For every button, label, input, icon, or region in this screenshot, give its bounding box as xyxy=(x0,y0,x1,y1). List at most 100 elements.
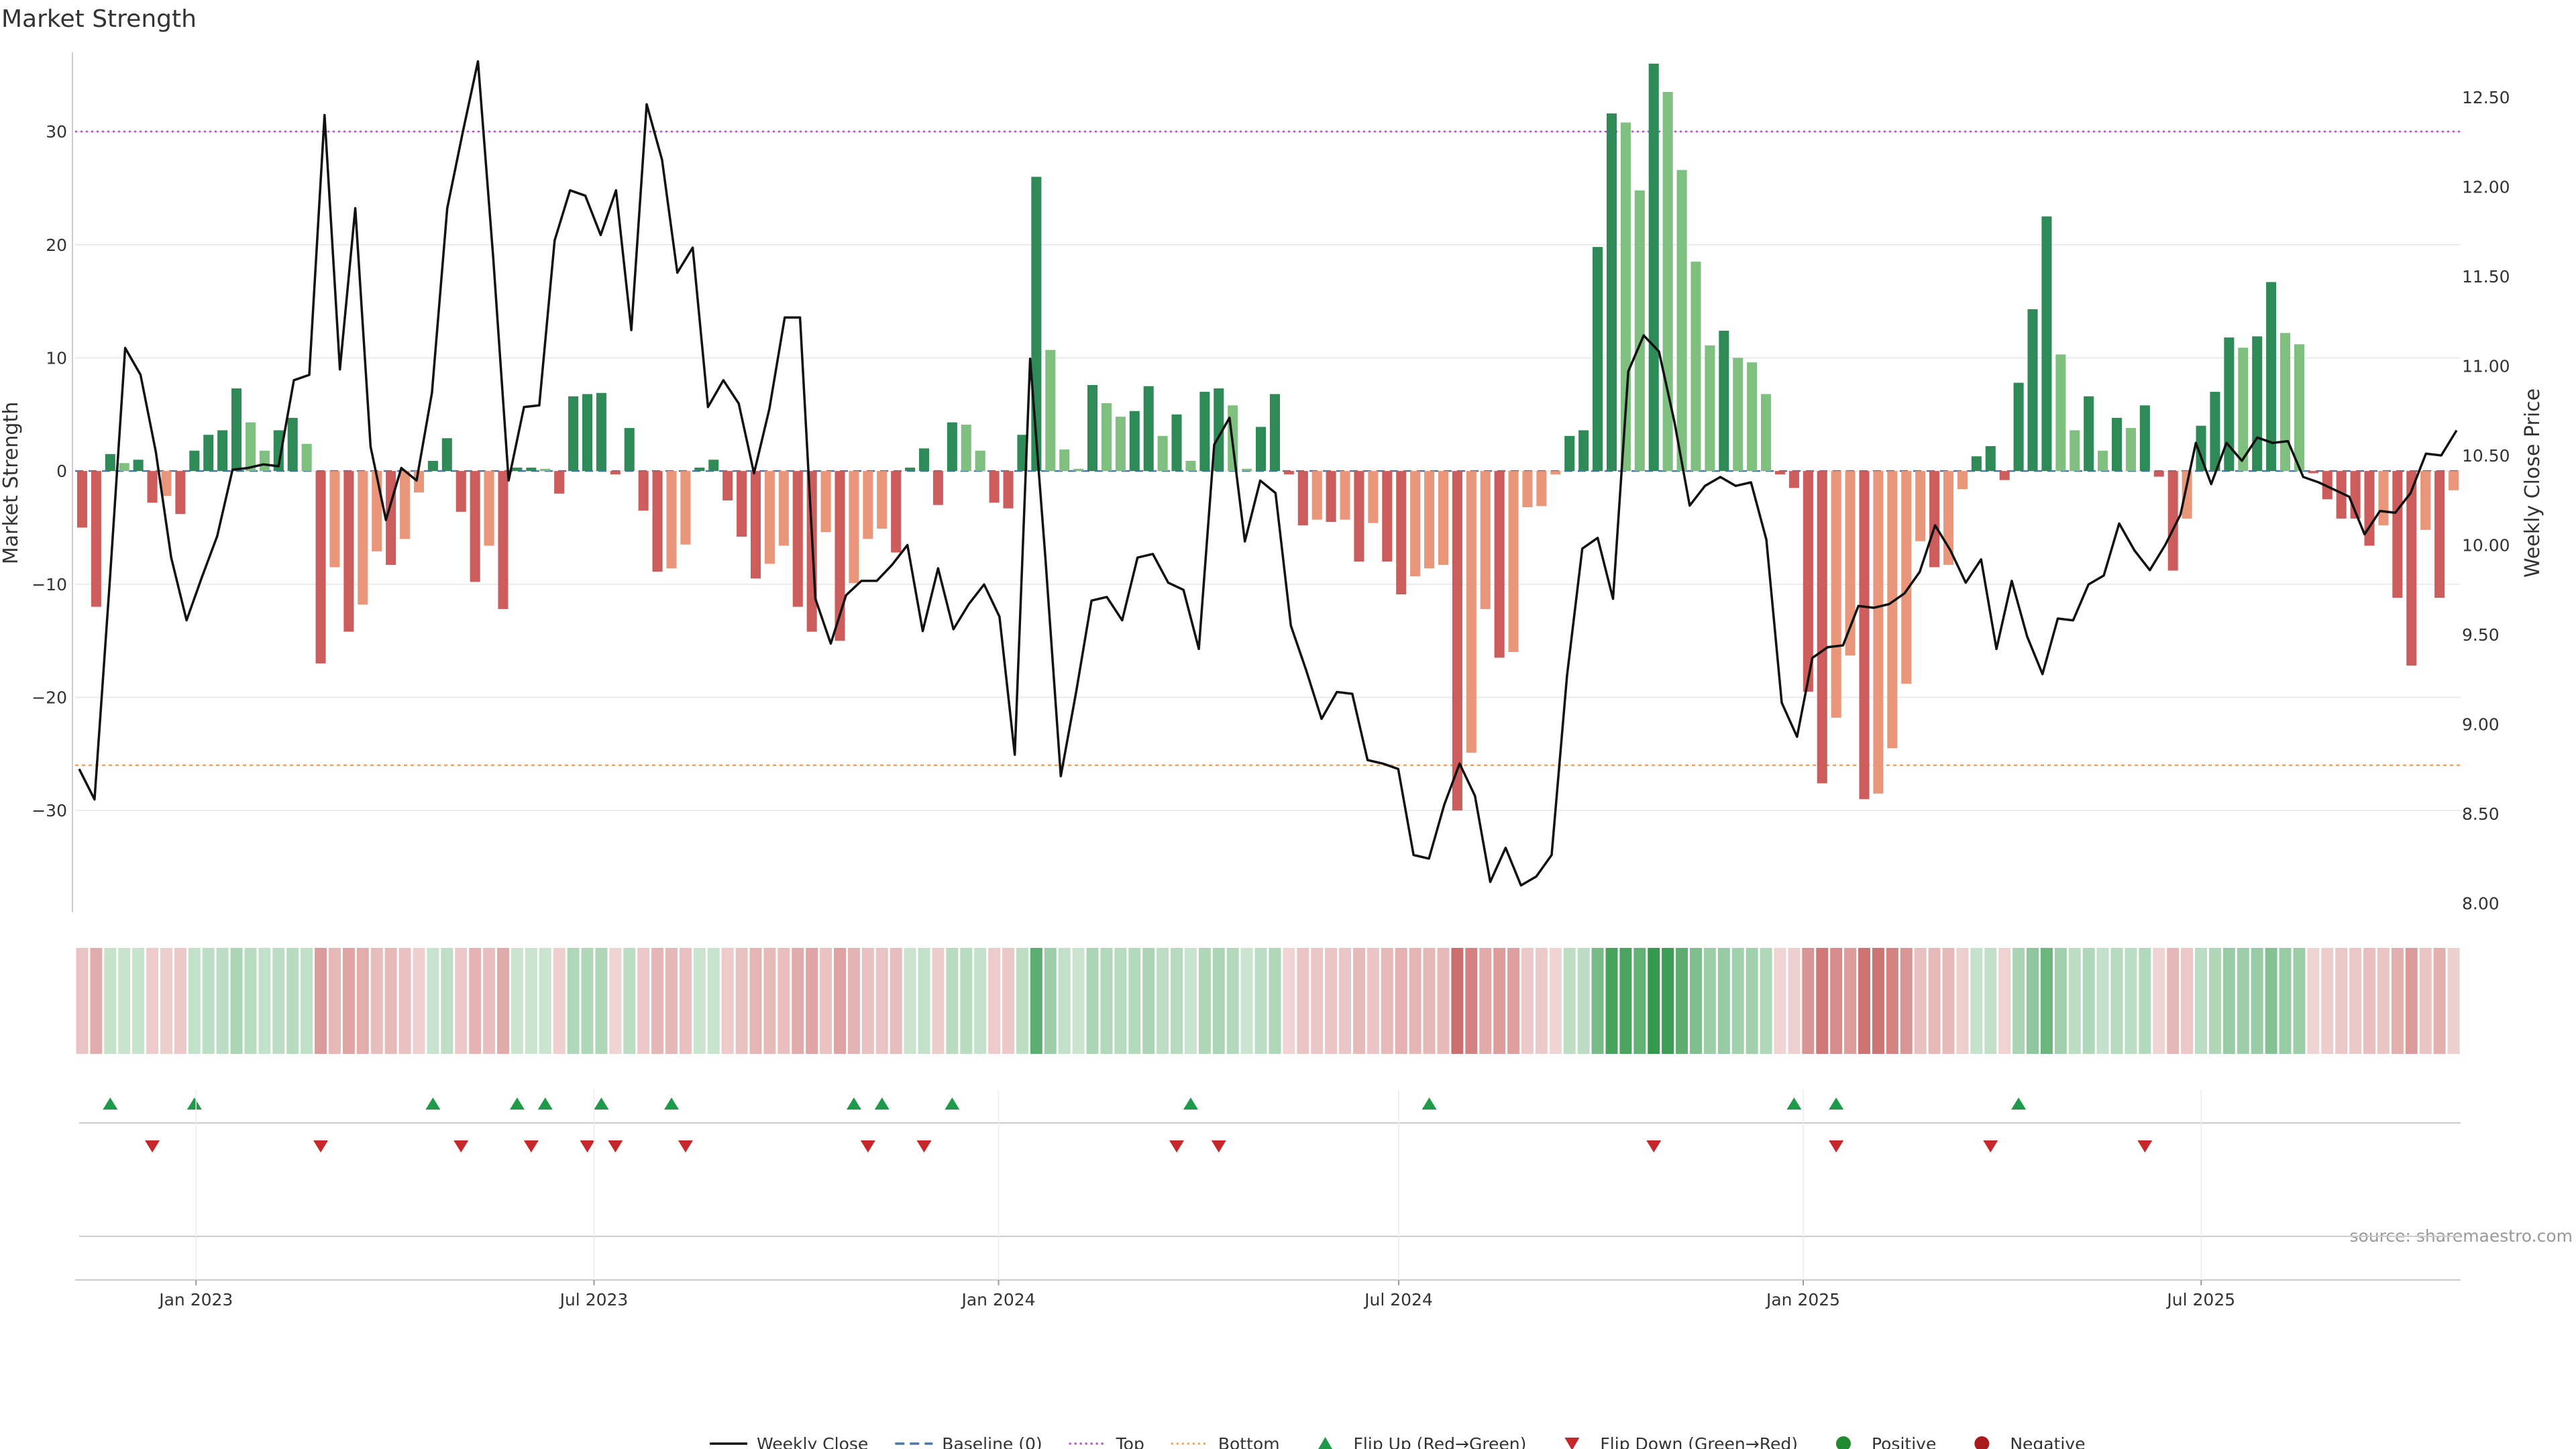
strength-bar xyxy=(1943,471,1954,566)
reference-lines xyxy=(75,130,2461,766)
heat-cell xyxy=(1339,948,1352,1054)
right-tick-label: 11.00 xyxy=(2462,356,2510,376)
heat-cell xyxy=(1816,948,1829,1054)
strength-bar xyxy=(624,428,635,472)
heat-cell xyxy=(1662,948,1674,1054)
heat-cell xyxy=(1465,948,1478,1054)
heat-cell xyxy=(2082,948,2095,1054)
heat-cell xyxy=(651,948,664,1054)
heat-cell xyxy=(1591,948,1604,1054)
heat-cell xyxy=(2054,948,2067,1054)
strength-bar xyxy=(1648,63,1659,472)
strength-bar xyxy=(1382,471,1393,562)
heat-cell xyxy=(1648,948,1660,1054)
strength-bar xyxy=(175,471,186,515)
strength-heat-strip xyxy=(76,948,2460,1054)
strength-bar xyxy=(1901,471,1912,684)
heat-cell xyxy=(1128,948,1141,1054)
legend-swatch-circle xyxy=(1974,1436,1990,1449)
heat-cell xyxy=(1254,948,1267,1054)
strength-bar xyxy=(582,394,593,472)
heat-cell xyxy=(1171,948,1183,1054)
heat-cell xyxy=(1549,948,1562,1054)
left-axis-title: Market Strength xyxy=(0,402,23,564)
heat-cell xyxy=(2419,948,2432,1054)
strength-bar xyxy=(1199,392,1210,472)
chart-legend: Weekly Close Baseline (0) Top Bottom Flip Up… xyxy=(710,1434,2086,1449)
left-tick-label: 0 xyxy=(56,462,67,481)
heat-cell xyxy=(1577,948,1590,1054)
flip-down-marker xyxy=(1646,1140,1662,1152)
strength-bar xyxy=(2055,354,2066,472)
heat-cell xyxy=(553,948,566,1054)
strength-bar xyxy=(2238,347,2249,472)
heat-cell xyxy=(2265,948,2277,1054)
flip-down-marker xyxy=(523,1140,539,1152)
strength-bar xyxy=(2266,282,2277,472)
strength-bar xyxy=(1676,170,1687,472)
flip-up-marker xyxy=(537,1097,553,1110)
heat-cell xyxy=(413,948,425,1054)
flip-down-marker xyxy=(1211,1140,1226,1152)
heat-cell xyxy=(834,948,847,1054)
heat-cell xyxy=(1760,948,1772,1054)
strength-bar xyxy=(1957,471,1968,490)
heat-cell xyxy=(1830,948,1843,1054)
heat-cell xyxy=(1395,948,1407,1054)
heat-cell xyxy=(104,948,117,1054)
strength-bar xyxy=(1999,471,2010,480)
flip-down-marker xyxy=(608,1140,623,1152)
legend-swatch-circle xyxy=(1835,1436,1851,1449)
heat-cell xyxy=(244,948,257,1054)
strength-bar xyxy=(694,468,705,472)
heat-cell xyxy=(721,948,734,1054)
flip-down-marker xyxy=(1169,1140,1185,1152)
date-tick-label: Jul 2024 xyxy=(1363,1290,1433,1309)
heat-cell xyxy=(1366,948,1379,1054)
strength-bar xyxy=(1466,471,1477,753)
strength-bar xyxy=(1101,402,1112,472)
strength-bar xyxy=(161,471,172,496)
heat-cell xyxy=(1858,948,1870,1054)
heat-cell xyxy=(384,948,397,1054)
flip-down-marker xyxy=(145,1140,160,1152)
strength-bar xyxy=(2013,382,2024,472)
heat-cell xyxy=(2405,948,2418,1054)
strength-bar xyxy=(1129,411,1140,472)
heat-cell xyxy=(1002,948,1015,1054)
heat-cell xyxy=(2096,948,2109,1054)
strength-bar xyxy=(877,471,888,529)
heat-cell xyxy=(1058,948,1071,1054)
heat-cell xyxy=(2433,948,2446,1054)
strength-bar xyxy=(1508,471,1519,653)
heat-cell xyxy=(777,948,790,1054)
heat-cell xyxy=(483,948,496,1054)
heat-cell xyxy=(525,948,537,1054)
heat-cell xyxy=(595,948,608,1054)
strength-bar xyxy=(1452,471,1462,811)
heat-cell xyxy=(2349,948,2362,1054)
strength-bar xyxy=(1606,113,1617,472)
heat-cell xyxy=(1325,948,1338,1054)
strength-bar xyxy=(737,471,747,537)
right-tick-label: 12.50 xyxy=(2462,88,2510,107)
strength-bar xyxy=(1873,471,1884,794)
strength-bar xyxy=(2336,471,2347,519)
strength-bar xyxy=(245,422,256,472)
heat-cell xyxy=(118,948,131,1054)
heat-cell xyxy=(609,948,622,1054)
strength-bar xyxy=(666,471,677,569)
heat-cell xyxy=(496,948,509,1054)
right-tick-label: 10.50 xyxy=(2462,446,2510,466)
strength-bar xyxy=(2224,337,2235,472)
heat-cell xyxy=(286,948,299,1054)
strength-bar xyxy=(1157,435,1168,472)
strength-bar xyxy=(1171,414,1182,472)
strength-bar xyxy=(1297,471,1308,526)
heat-cell xyxy=(398,948,411,1054)
heat-cell xyxy=(2153,948,2165,1054)
heat-cell xyxy=(875,948,888,1054)
heat-cell xyxy=(679,948,692,1054)
flip-up-marker xyxy=(594,1097,609,1110)
heat-cell xyxy=(932,948,945,1054)
